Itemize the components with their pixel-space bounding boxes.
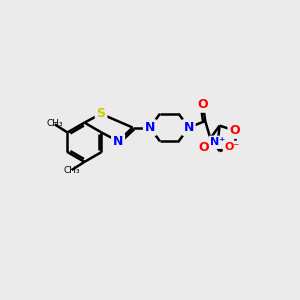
Text: O: O	[198, 141, 209, 154]
Text: N: N	[145, 121, 155, 134]
Text: CH₃: CH₃	[47, 119, 64, 128]
Text: N: N	[183, 121, 194, 134]
Text: CH₃: CH₃	[64, 166, 80, 175]
Text: O⁻: O⁻	[224, 142, 240, 152]
Text: N⁺: N⁺	[210, 137, 225, 147]
Text: O: O	[229, 124, 240, 137]
Text: S: S	[97, 107, 106, 120]
Text: O: O	[198, 98, 208, 111]
Text: N: N	[113, 135, 123, 148]
